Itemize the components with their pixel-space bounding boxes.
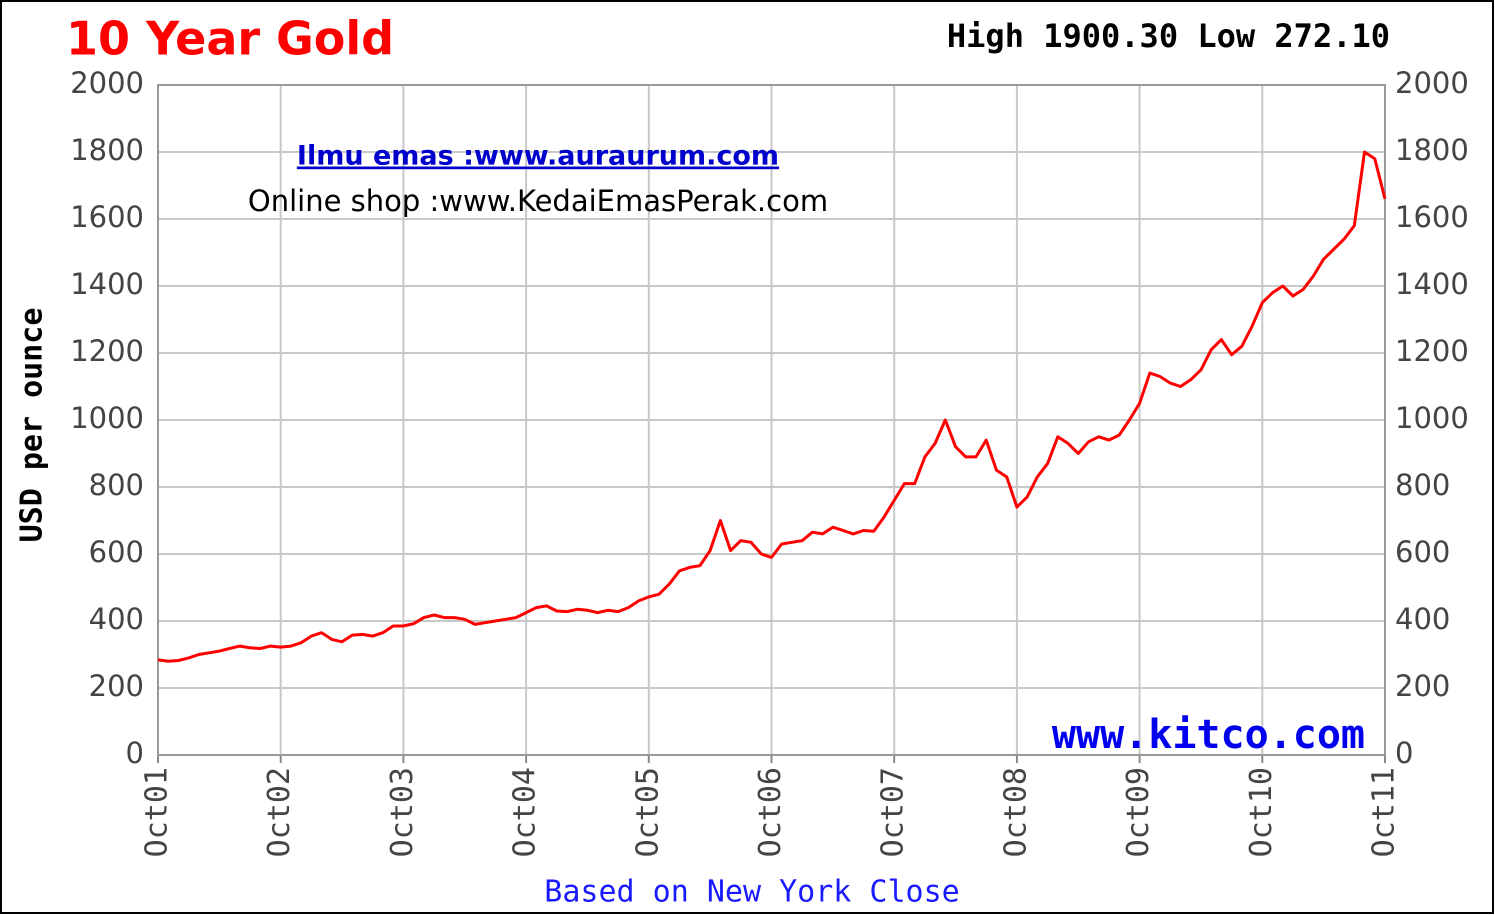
y-tick-label: 200 (89, 669, 144, 703)
x-tick-label: Oct04 (508, 767, 543, 857)
price-line (157, 150, 1387, 663)
x-tick-label: Oct09 (1121, 767, 1156, 857)
y-tick-label: 1200 (70, 334, 144, 368)
annotation[interactable]: Ilmu emas :www.auraurum.com (297, 141, 779, 172)
y-tick-label: 1600 (70, 200, 144, 234)
y2-tick-label: 0 (1395, 736, 1413, 770)
y2-tick-label: 200 (1395, 669, 1450, 703)
y-tick-label: 400 (89, 602, 144, 636)
x-tick-label: Oct06 (753, 767, 788, 857)
y2-tick-label: 600 (1395, 535, 1450, 569)
x-tick-label: Oct11 (1367, 767, 1402, 857)
plot-border (157, 84, 1386, 756)
y2-tick-label: 1000 (1395, 401, 1469, 435)
x-tick-label: Oct08 (998, 767, 1033, 857)
y-tick-label: 1400 (70, 267, 144, 301)
x-tick-label: Oct01 (140, 767, 175, 857)
x-tick-label: Oct10 (1244, 767, 1279, 857)
y2-tick-label: 800 (1395, 468, 1450, 502)
x-tick-label: Oct07 (876, 767, 911, 857)
y2-tick-label: 2000 (1395, 66, 1469, 100)
y-tick-label: 800 (89, 468, 144, 502)
y2-tick-label: 400 (1395, 602, 1450, 636)
y-tick-label: 600 (89, 535, 144, 569)
y2-tick-label: 1400 (1395, 267, 1469, 301)
annotation: Online shop :www.KedaiEmasPerak.com (248, 184, 828, 218)
y-axis-label: USD per ounce (15, 308, 50, 543)
y-tick-label: 2000 (70, 66, 144, 100)
watermark: www.kitco.com (1052, 712, 1365, 758)
y-tick-label: 1800 (70, 133, 144, 167)
x-axis-label: Based on New York Close (544, 875, 959, 910)
chart-title: 10 Year Gold (66, 12, 394, 66)
x-tick-label: Oct05 (630, 767, 665, 857)
x-tick-label: Oct03 (385, 767, 420, 857)
y-tick-label: 1000 (70, 401, 144, 435)
plot: 0 0 200 200 400 400 600 600 800 800 1000 1000 1200 12… (70, 66, 1469, 857)
y2-tick-label: 1800 (1395, 133, 1469, 167)
y2-tick-label: 1200 (1395, 334, 1469, 368)
y2-tick-label: 1600 (1395, 200, 1469, 234)
subtitle: High 1900.30 Low 272.10 (947, 17, 1390, 55)
x-tick-label: Oct02 (262, 767, 297, 857)
y-tick-label: 0 (126, 736, 144, 770)
